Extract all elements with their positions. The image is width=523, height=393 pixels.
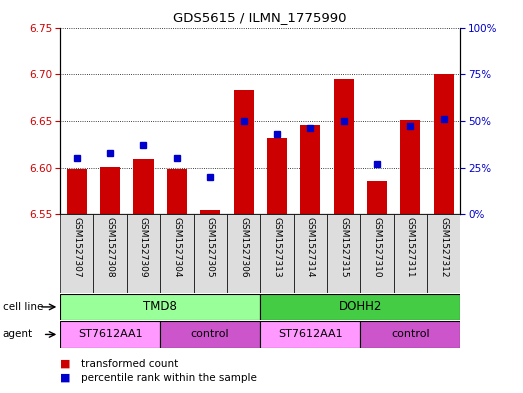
Text: GSM1527310: GSM1527310 (372, 217, 381, 277)
Text: GSM1527307: GSM1527307 (72, 217, 81, 277)
Bar (94, 214, 127, 293)
Text: GSM1527315: GSM1527315 (339, 217, 348, 277)
Text: percentile rank within the sample: percentile rank within the sample (81, 373, 257, 383)
Text: ST7612AA1: ST7612AA1 (78, 329, 142, 340)
Text: TMD8: TMD8 (143, 300, 177, 314)
Bar (434, 74, 453, 214)
Text: GSM1527309: GSM1527309 (139, 217, 148, 277)
Bar (233, 90, 254, 214)
Bar (334, 79, 354, 214)
Bar (133, 159, 154, 214)
Text: DOHH2: DOHH2 (338, 300, 382, 314)
Text: agent: agent (3, 329, 33, 340)
Bar (427, 214, 460, 293)
Bar (160, 214, 194, 293)
Bar (227, 214, 260, 293)
Bar (67, 169, 87, 214)
Bar (293, 214, 327, 293)
Text: GSM1527314: GSM1527314 (306, 217, 315, 277)
Bar (60, 214, 94, 293)
Text: control: control (391, 329, 429, 340)
Bar (194, 214, 227, 293)
Text: GSM1527305: GSM1527305 (206, 217, 214, 277)
Bar (393, 214, 427, 293)
Bar (60, 294, 260, 320)
Text: GSM1527311: GSM1527311 (406, 217, 415, 277)
Text: GSM1527308: GSM1527308 (106, 217, 115, 277)
Bar (260, 294, 460, 320)
Bar (167, 169, 187, 214)
Bar (260, 214, 293, 293)
Bar (400, 120, 420, 214)
Bar (160, 321, 260, 348)
Text: GSM1527312: GSM1527312 (439, 217, 448, 277)
Text: cell line: cell line (3, 302, 43, 312)
Text: GDS5615 / ILMN_1775990: GDS5615 / ILMN_1775990 (174, 11, 347, 24)
Bar (200, 210, 220, 214)
Text: ■: ■ (60, 358, 71, 369)
Bar (60, 321, 160, 348)
Bar (360, 321, 460, 348)
Text: ST7612AA1: ST7612AA1 (278, 329, 343, 340)
Bar (360, 214, 393, 293)
Bar (100, 167, 120, 214)
Text: GSM1527306: GSM1527306 (239, 217, 248, 277)
Text: control: control (191, 329, 230, 340)
Bar (127, 214, 160, 293)
Text: GSM1527304: GSM1527304 (173, 217, 181, 277)
Bar (260, 321, 360, 348)
Text: transformed count: transformed count (81, 358, 178, 369)
Bar (300, 125, 320, 214)
Bar (267, 138, 287, 214)
Bar (327, 214, 360, 293)
Text: GSM1527313: GSM1527313 (272, 217, 281, 277)
Bar (367, 180, 387, 214)
Text: ■: ■ (60, 373, 71, 383)
